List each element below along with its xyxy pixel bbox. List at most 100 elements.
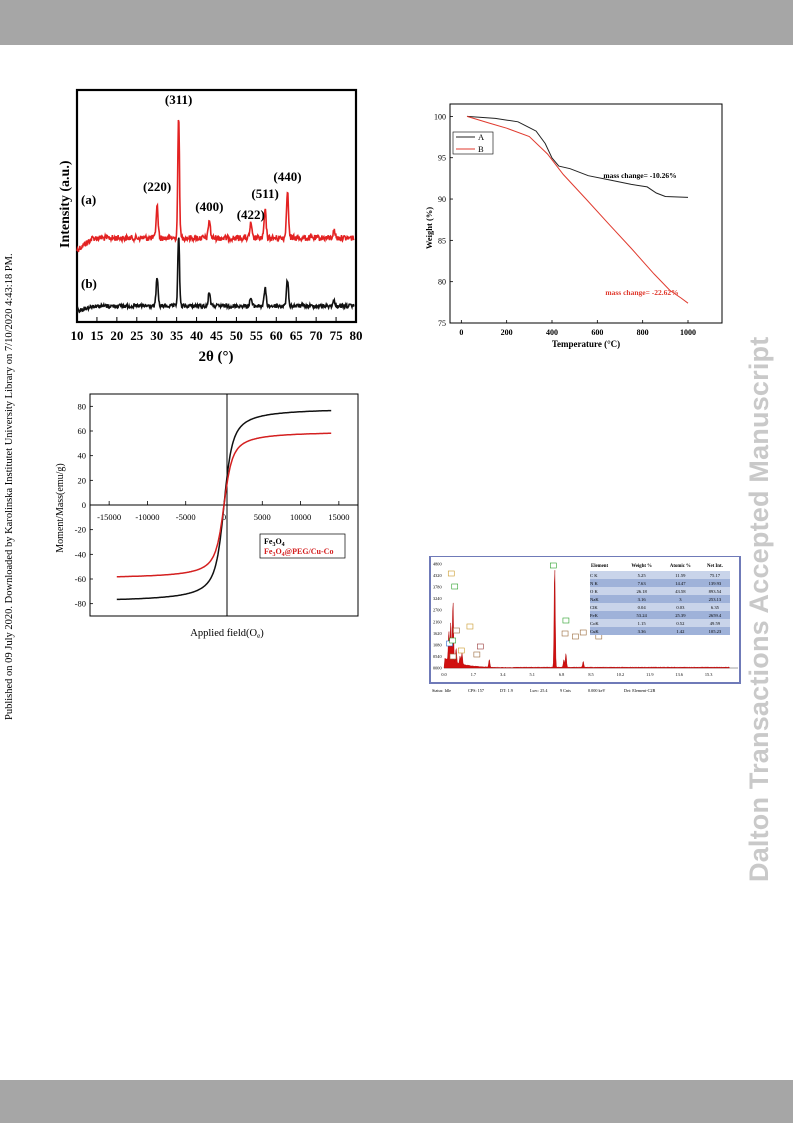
edx-table-cell: 139.93	[708, 580, 722, 586]
edx-table-cell: CoK	[590, 620, 599, 626]
footer-band	[0, 1080, 793, 1123]
edx-col-weight: Weight %	[631, 564, 652, 569]
tga-annotation-a: mass change= -10.26%	[603, 171, 676, 180]
edx-x-tick-label: 0.0	[441, 672, 446, 677]
tga-annotation-b: mass change= -22.62%	[605, 288, 678, 297]
edx-x-tick-label: 8.5	[588, 672, 593, 677]
vsm-x-tick-label: 10000	[290, 512, 311, 522]
vsm-figure: 80 60 40 20 0 -20 -40 -60 -80 -15000 -10000 -5000 0…	[50, 390, 370, 645]
vsm-y-tick-label: 40	[78, 451, 87, 461]
vsm-y-label: Moment/Mass(emu/g)	[55, 463, 66, 552]
vsm-legend-fe3o4: Fe3O4	[264, 537, 285, 548]
edx-table-cell: 75.17	[709, 572, 721, 578]
xrd-x-tick-label: 50	[230, 328, 243, 343]
edx-status-item: 9 Cnts	[560, 688, 571, 693]
vsm-y-tick-label: 60	[78, 426, 87, 436]
edx-table-cell: 3	[679, 596, 682, 602]
edx-table-cell: 14.47	[675, 580, 686, 586]
edx-table-row: NaK 3.16 3 253.13	[590, 595, 730, 603]
edx-x-tick-label: 15.3	[705, 672, 713, 677]
tga-y-tick-label: 95	[438, 154, 446, 163]
vsm-y-tick-label: -40	[75, 549, 86, 559]
vsm-x-tick-label: -15000	[97, 512, 121, 522]
vsm-legend-composite: Fe3O4@PEG/Cu-Co	[264, 547, 333, 558]
edx-table-cell: 3.16	[637, 596, 646, 602]
edx-table-cell: 0.52	[676, 620, 685, 626]
edx-figure: 4800 4320 3780 3240 2700 2160 1620 1080 0540 0000…	[420, 555, 745, 696]
edx-table-cell: ClK	[590, 604, 598, 610]
edx-table-cell: 893.54	[708, 588, 722, 594]
edx-y-tick-label: 0540	[433, 654, 442, 659]
vsm-curve-composite	[116, 432, 332, 578]
vsm-x-tick-label: 0	[222, 512, 226, 522]
edx-y-tick-label: 3780	[433, 585, 442, 590]
edx-x-tick-label: 3.4	[500, 672, 506, 677]
xrd-x-tick-label: 25	[130, 328, 144, 343]
xrd-x-tick-label: 35	[170, 328, 184, 343]
edx-peak-tag	[466, 623, 474, 630]
edx-table-cell: 25.39	[675, 612, 686, 618]
vsm-x-tick-label: -10000	[135, 512, 159, 522]
vsm-y-tick-label: -80	[75, 599, 86, 609]
tga-legend-b: B	[478, 144, 484, 154]
edx-x-tick-label: 5.1	[530, 672, 535, 677]
edx-y-tick-label: 1620	[433, 631, 442, 636]
tga-x-tick-label: 200	[501, 328, 513, 337]
edx-table-cell: CuK	[590, 628, 599, 634]
edx-table-row: N K 7.63 14.47 139.93	[590, 579, 730, 587]
tga-figure: 75 80 85 90 95 100 0 200 400 600 800 1000 A B mass…	[420, 100, 730, 355]
tga-x-tick-label: 800	[637, 328, 649, 337]
xrd-y-label: Intensity (a.u.)	[58, 160, 73, 248]
edx-y-tick-label: 0000	[433, 666, 442, 671]
edx-x-tick-label: 13.6	[675, 672, 683, 677]
edx-table-cell: 11.59	[675, 572, 686, 578]
tga-y-tick-label: 100	[434, 112, 446, 121]
edx-status-item: Det: Element-C2B	[624, 688, 655, 693]
edx-table-cell: NaK	[590, 596, 599, 602]
tga-y-tick-label: 85	[438, 236, 446, 245]
edx-table-cell: 1.15	[637, 620, 646, 626]
edx-spectrum	[443, 570, 730, 669]
edx-table-row: CoK 1.15 0.52 49.59	[590, 619, 730, 627]
edx-table-cell: 0.03	[676, 604, 685, 610]
tga-y-label: Weight (%)	[424, 207, 434, 249]
edx-table-cell: 2659.4	[708, 612, 722, 618]
tga-x-tick-label: 600	[591, 328, 603, 337]
xrd-x-tick-label: 65	[290, 328, 304, 343]
edx-y-tick-label: 3240	[433, 596, 442, 601]
edx-table-row: FeK 53.24 25.39 2659.4	[590, 611, 730, 619]
vsm-y-tick-label: 0	[82, 500, 86, 510]
edx-y-tick-label: 4320	[433, 573, 442, 578]
edx-y-tick-label: 1080	[433, 642, 442, 647]
vsm-y-tick-label: 80	[78, 401, 87, 411]
xrd-peak-label: (400)	[195, 199, 223, 214]
tga-x-tick-label: 1000	[680, 328, 696, 337]
edx-col-netint: Net Int.	[707, 564, 723, 569]
tga-legend	[452, 131, 494, 155]
edx-x-tick-label: 1.7	[471, 672, 477, 677]
edx-table-cell: N K	[590, 580, 598, 586]
curve-label-a: (a)	[81, 192, 96, 207]
edx-table-row: O K 26.18 43.58 893.54	[590, 587, 730, 595]
edx-table-cell: O K	[590, 588, 598, 594]
edx-table-cell: 3.36	[637, 628, 646, 634]
edx-x-tick-label: 11.9	[646, 672, 653, 677]
xrd-x-tick-label: 70	[310, 328, 323, 343]
edx-peak-tag	[447, 570, 455, 577]
edx-x-tick-label: 6.8	[559, 672, 564, 677]
xrd-x-tick-label: 55	[250, 328, 264, 343]
vsm-x-label: Applied field(Oe)	[190, 628, 264, 640]
edx-table-cell: 53.24	[636, 612, 647, 618]
tga-x-label: Temperature (°C)	[552, 339, 620, 349]
edx-col-atomic: Atomic %	[669, 564, 691, 569]
xrd-x-label: 2θ (°)	[198, 349, 233, 365]
tga-curve-b	[466, 115, 689, 304]
xrd-x-tick-label: 60	[270, 328, 283, 343]
xrd-x-tick-label: 30	[150, 328, 163, 343]
edx-status-item: Status: Idle	[432, 688, 451, 693]
publication-note: Published on 09 July 2020. Downloaded by…	[4, 253, 15, 720]
edx-peak-tag	[449, 653, 457, 660]
tga-curve-a	[466, 115, 689, 198]
edx-peak-tag	[595, 633, 603, 640]
edx-table-cell: 49.59	[709, 620, 721, 626]
